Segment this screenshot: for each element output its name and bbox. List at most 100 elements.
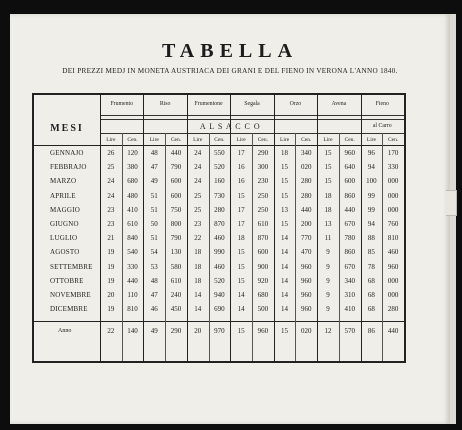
price-cell: 24 [107,191,115,200]
price-cell: 960 [301,276,312,285]
al-sacco-label: A L S A C C O [199,122,261,131]
price-cell: 380 [127,163,138,172]
price-cell: 170 [387,149,399,157]
price-cell: 14 [237,305,245,314]
price-cell: 860 [344,191,355,200]
price-cell: 23 [107,220,115,228]
price-cell: 14 [237,291,245,299]
carro-divider [360,115,362,133]
price-cell: 600 [344,177,355,186]
price-cell: 000 [387,177,399,186]
month-label: AGOSTO [50,248,80,257]
month-label: LUGLIO [50,234,78,243]
price-cell: 960 [387,262,399,271]
price-cell: 780 [344,234,355,243]
price-cell: 550 [214,149,225,157]
price-cell: 280 [301,177,312,186]
price-cell: 450 [170,305,182,314]
price-cell: 23 [194,220,202,228]
price-cell: 870 [257,234,269,243]
anno-cell: 22 [107,327,115,336]
price-cell: 68 [367,291,375,299]
column-divider [360,95,362,361]
lire-header: Lire [366,137,376,143]
price-cell: 000 [387,191,399,200]
price-cell: 14 [194,291,202,299]
price-cell: 960 [301,305,312,314]
month-label: GIUGNO [50,220,79,228]
price-cell: 840 [127,234,138,243]
price-table: MESI Frumento Riso Frumentone Segala Orzo Aven… [32,93,406,363]
price-cell: 250 [257,191,269,200]
price-cell: 810 [127,305,138,314]
price-cell: 24 [194,149,202,157]
price-cell: 15 [324,149,332,157]
month-label: MAGGIO [50,205,80,214]
price-cell: 440 [301,205,312,214]
price-cell: 88 [367,234,375,243]
price-cell: 11 [324,234,332,243]
price-cell: 460 [387,248,399,257]
price-cell: 15 [324,177,332,186]
price-cell: 290 [257,149,269,157]
price-cell: 750 [170,205,182,214]
price-cell: 18 [194,276,202,285]
price-cell: 520 [214,163,225,172]
cen-header: Cen. [214,137,225,143]
price-cell: 610 [257,220,269,228]
price-cell: 47 [150,163,158,172]
lire-header: Lire [149,137,159,143]
header-divider [34,145,404,146]
price-cell: 300 [257,163,269,172]
header-divider [100,115,404,116]
lire-header: Lire [106,137,116,143]
price-cell: 24 [194,177,202,186]
price-cell: 19 [107,262,115,271]
price-cell: 460 [214,234,225,243]
price-cell: 610 [127,220,138,228]
price-cell: 15 [237,191,245,200]
price-cell: 23 [107,205,115,214]
price-cell: 20 [107,291,115,299]
page-tab [446,190,457,216]
cen-header: Cen. [127,137,138,143]
price-cell: 440 [127,276,138,285]
price-cell: 96 [367,149,375,157]
price-cell: 340 [301,149,312,157]
price-cell: 18 [281,149,289,157]
price-cell: 000 [387,291,399,299]
price-cell: 15 [237,248,245,257]
price-cell: 810 [387,234,399,243]
column-divider [165,133,167,361]
column-divider [186,95,188,361]
price-cell: 14 [281,234,289,243]
price-cell: 49 [150,177,158,186]
price-cell: 9 [326,262,330,271]
price-cell: 15 [281,163,289,172]
lire-header: Lire [323,137,333,143]
anno-cell: 960 [257,327,269,336]
price-cell: 200 [301,220,312,228]
price-cell: 18 [324,191,332,200]
grain-header: Frumentone [194,101,223,107]
price-cell: 17 [237,220,245,228]
price-cell: 960 [301,262,312,271]
price-cell: 15 [281,191,289,200]
cen-header: Cen. [388,137,399,143]
lire-header: Lire [236,137,246,143]
price-cell: 15 [237,262,245,271]
grain-header: Avena [331,101,347,107]
grain-header: Fieno [375,101,389,107]
price-cell: 860 [344,248,355,257]
price-cell: 470 [301,248,312,257]
price-cell: 640 [344,163,355,172]
price-cell: 18 [194,248,202,257]
price-cell: 800 [170,220,182,228]
price-cell: 520 [214,276,225,285]
price-cell: 900 [257,262,269,271]
price-cell: 19 [107,305,115,314]
page-subtitle: DEI PREZZI MEDJ IN MONETA AUSTRIACA DEI … [62,67,398,75]
cen-header: Cen. [170,137,182,143]
month-label: SETTEMBRE [50,262,93,271]
price-cell: 18 [237,234,245,243]
